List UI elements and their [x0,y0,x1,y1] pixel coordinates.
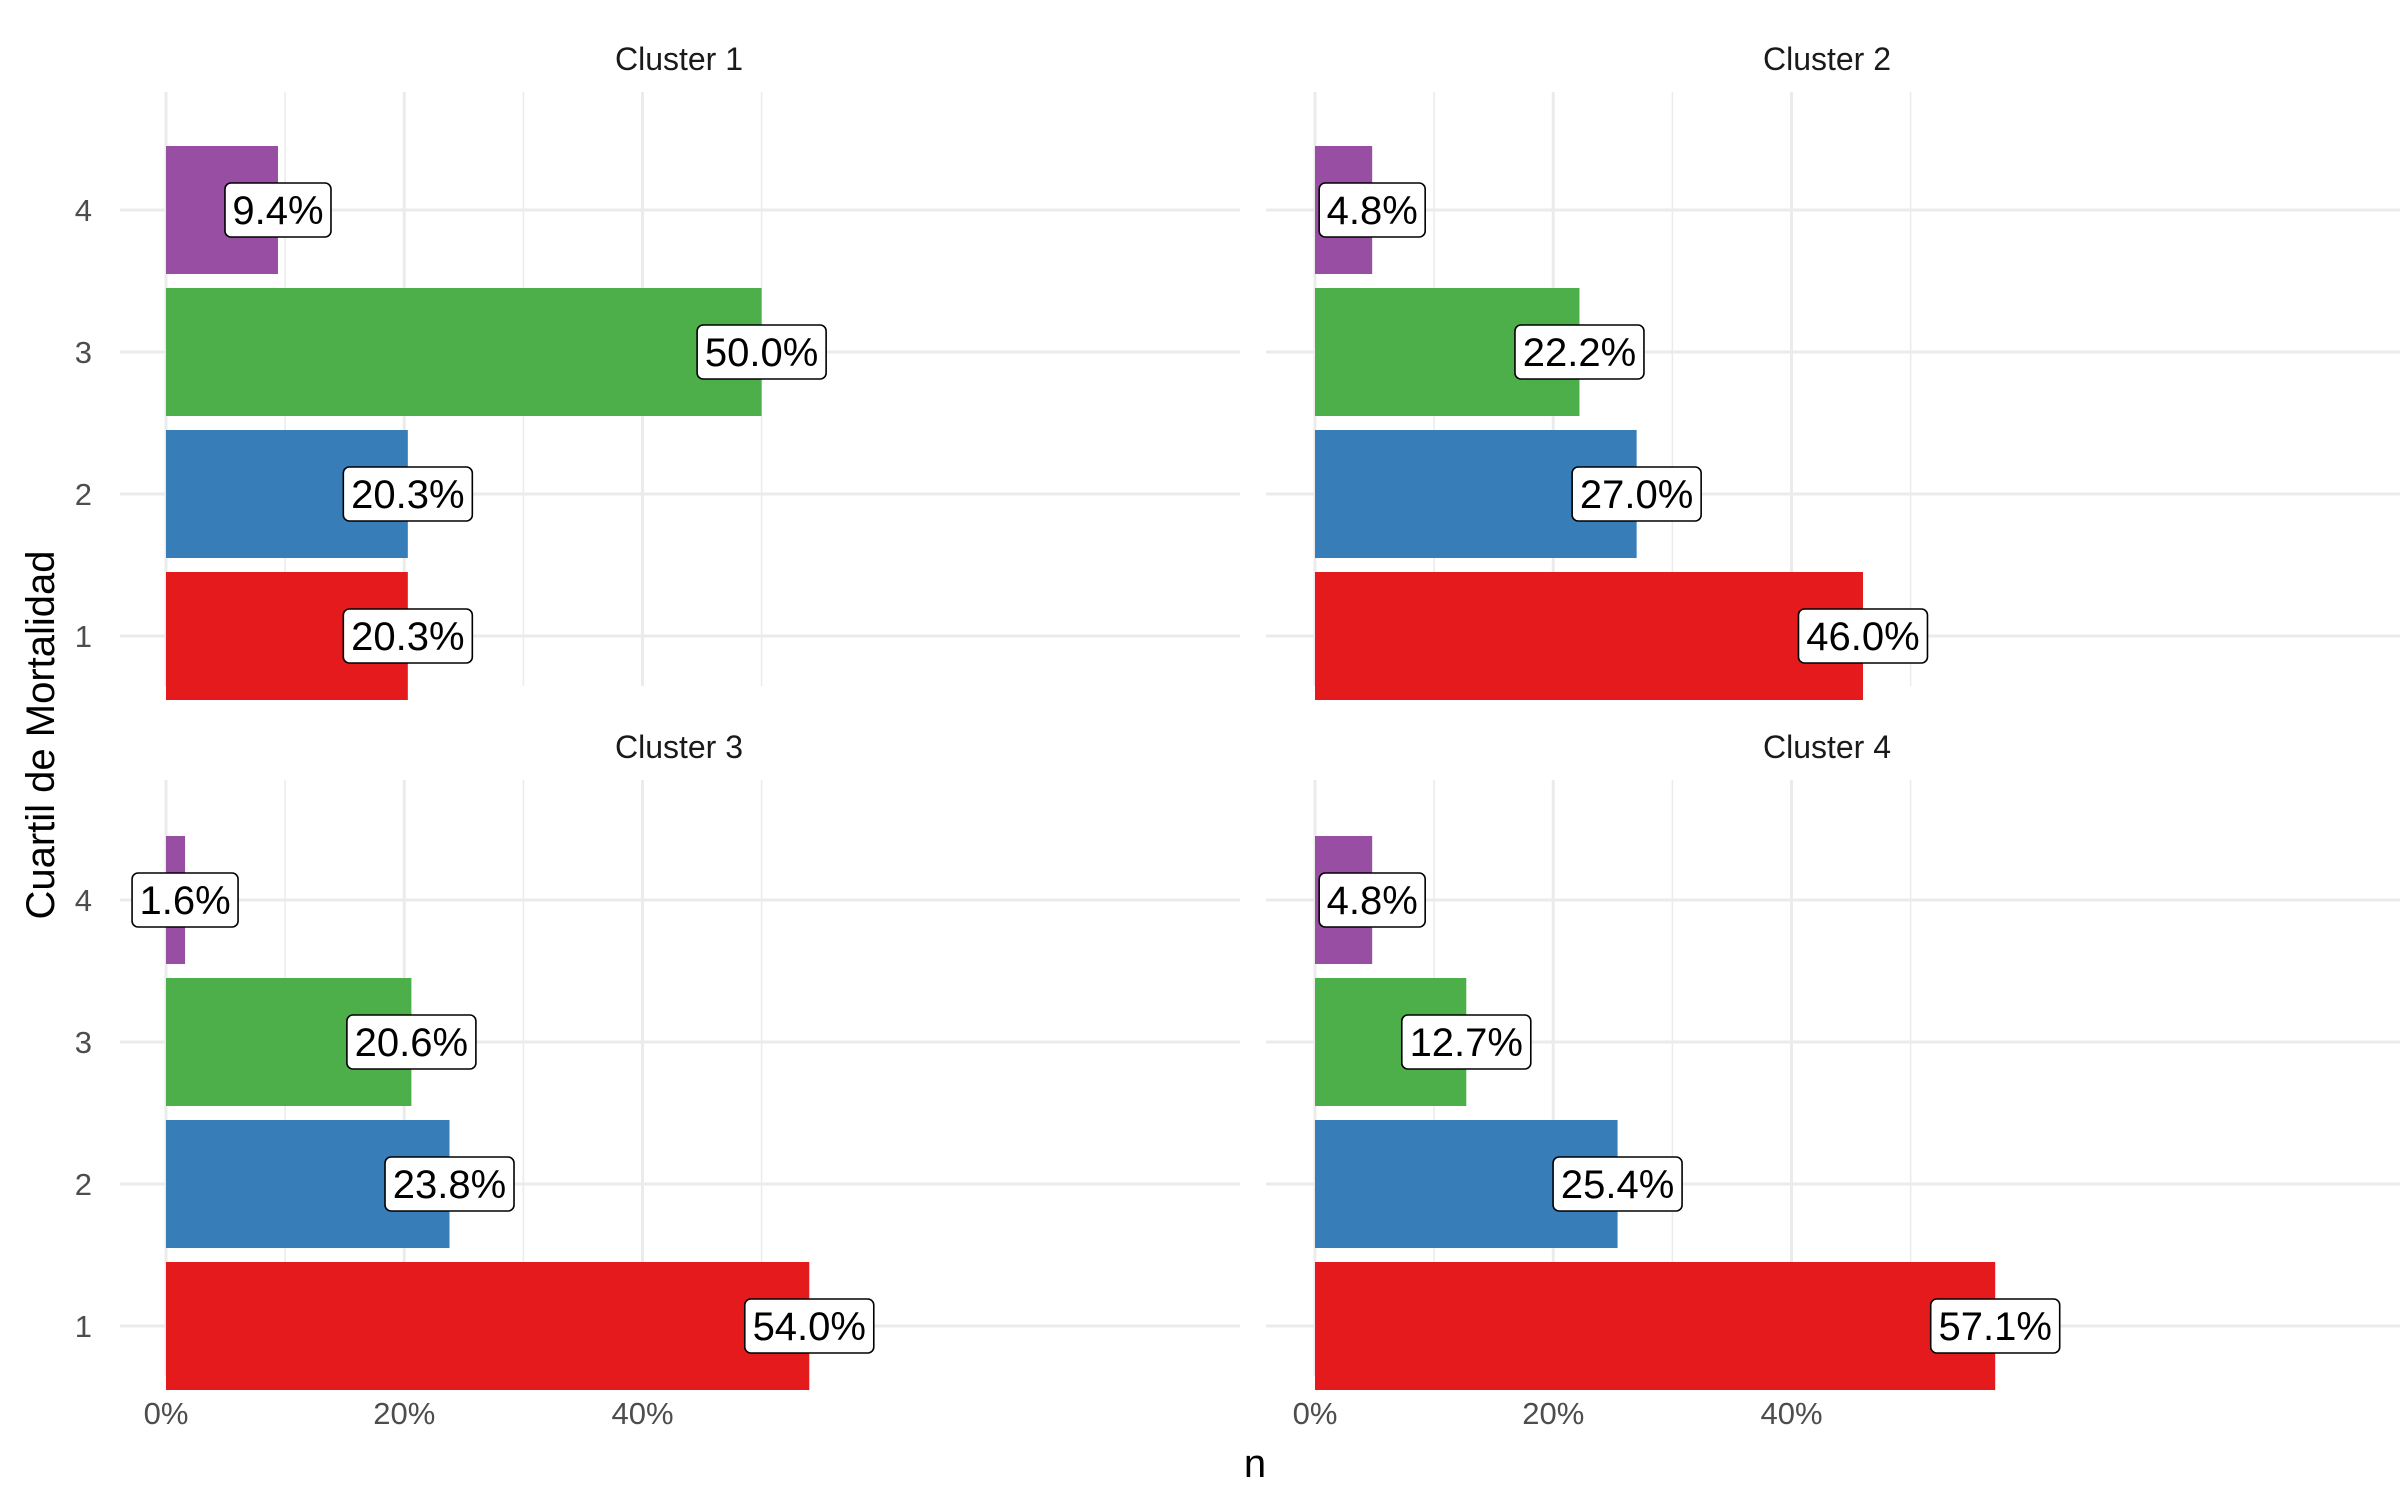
data-label: 25.4% [1552,1156,1683,1212]
data-label-box [346,1014,477,1070]
data-label-text: 4.8% [1327,879,1418,923]
data-label-box [1929,1298,2061,1354]
data-label: 1.6% [131,872,239,928]
x-tick-label: 0% [144,1396,189,1431]
data-label: 4.8% [1318,872,1426,928]
panel-title: Cluster 4 [1763,729,1891,765]
data-label-text: 12.7% [1410,1021,1523,1065]
y-tick-label: 1 [75,619,92,654]
data-label: 4.8% [1318,182,1426,238]
data-label: 20.3% [342,608,474,664]
data-label-text: 57.1% [1938,1305,2051,1349]
data-label-box [1318,182,1426,238]
y-tick-label: 3 [75,335,92,370]
data-label-text: 20.6% [355,1021,468,1065]
data-label-box [131,872,239,928]
bar-cuartil-1 [1315,572,1863,700]
data-label-text: 23.8% [393,1163,506,1207]
data-label: 57.1% [1929,1298,2061,1354]
data-label: 22.2% [1514,324,1645,380]
data-label-text: 9.4% [232,189,323,233]
data-label-box [1514,324,1645,380]
data-label-text: 20.3% [351,615,464,659]
y-tick-label: 4 [75,193,92,228]
bar-cuartil-3 [166,288,762,416]
panel-title: Cluster 1 [615,41,743,77]
data-label: 9.4% [224,182,332,238]
x-tick-label: 40% [611,1396,673,1431]
data-label-box [1400,1014,1532,1070]
panel-title: Cluster 3 [615,729,743,765]
y-tick-label: 2 [75,477,92,512]
data-label-box [224,182,332,238]
x-tick-label: 20% [373,1396,435,1431]
data-label-text: 27.0% [1580,473,1693,517]
data-label: 20.6% [346,1014,477,1070]
x-axis-title: n [1244,1442,1266,1486]
data-label-text: 25.4% [1561,1163,1674,1207]
data-label-box [1552,1156,1683,1212]
panel-title: Cluster 2 [1763,41,1891,77]
data-label-text: 20.3% [351,473,464,517]
y-tick-label: 2 [75,1167,92,1202]
data-label: 54.0% [743,1298,875,1354]
data-label: 46.0% [1797,608,1929,664]
bar-cuartil-1 [166,1262,810,1390]
panel-1: Cluster 1 20.3% 20.3% 50.0% 9.4% 1 2 3 4 [75,41,1240,700]
data-label: 12.7% [1400,1014,1532,1070]
data-label-text: 4.8% [1327,189,1418,233]
data-label-text: 54.0% [753,1305,866,1349]
y-tick-label: 4 [75,883,92,918]
x-tick-label: 0% [1293,1396,1338,1431]
y-axis-title: Cuartil de Mortalidad [19,550,63,919]
data-label-box [342,608,474,664]
data-label: 20.3% [342,466,474,522]
data-label-text: 22.2% [1523,331,1636,375]
data-label: 27.0% [1571,466,1702,522]
data-label-box [342,466,474,522]
x-tick-label: 40% [1760,1396,1822,1431]
data-label-text: 50.0% [705,331,818,375]
x-tick-label: 20% [1522,1396,1584,1431]
data-label-box [1797,608,1929,664]
data-label-box [696,324,827,380]
data-label-text: 1.6% [139,879,230,923]
data-label: 23.8% [384,1156,515,1212]
data-label-text: 46.0% [1806,615,1919,659]
bar-cuartil-1 [1315,1262,1996,1390]
y-tick-label: 3 [75,1025,92,1060]
data-label-box [1571,466,1702,522]
data-label-box [384,1156,515,1212]
data-label-box [743,1298,875,1354]
data-label: 50.0% [696,324,827,380]
y-tick-label: 1 [75,1309,92,1344]
data-label-box [1318,872,1426,928]
